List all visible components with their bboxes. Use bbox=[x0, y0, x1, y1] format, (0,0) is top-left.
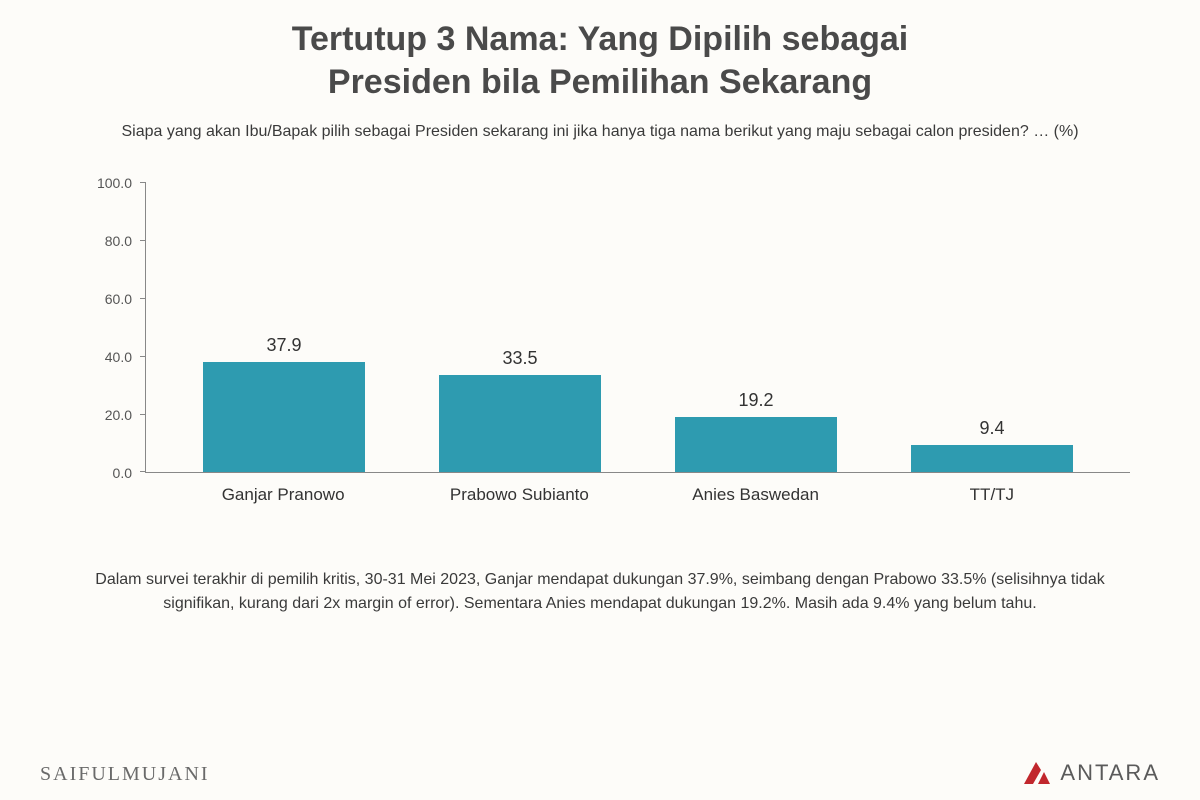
question-subtitle: Siapa yang akan Ibu/Bapak pilih sebagai … bbox=[0, 103, 1200, 143]
y-tick-label: 60.0 bbox=[105, 291, 132, 307]
page-title: Tertutup 3 Nama: Yang Dipilih sebagai Pr… bbox=[0, 0, 1200, 103]
bar bbox=[439, 375, 601, 472]
antara-logo-text: ANTARA bbox=[1060, 760, 1160, 786]
y-tick-label: 20.0 bbox=[105, 407, 132, 423]
y-axis: 0.020.040.060.080.0100.0 bbox=[90, 183, 140, 473]
y-tick-mark bbox=[140, 471, 146, 472]
title-line-2: Presiden bila Pemilihan Sekarang bbox=[328, 63, 872, 101]
plot-area: 37.9 33.5 19.2 9.4 bbox=[145, 183, 1130, 473]
bar-column: 19.2 bbox=[652, 390, 860, 473]
bar-value-label: 19.2 bbox=[738, 390, 773, 411]
bar-value-label: 33.5 bbox=[502, 348, 537, 369]
bar-value-label: 37.9 bbox=[266, 335, 301, 356]
x-axis-labels: Ganjar Pranowo Prabowo Subianto Anies Basw… bbox=[145, 477, 1130, 513]
x-category-label: Ganjar Pranowo bbox=[179, 477, 387, 513]
source-left: SAIFULMUJANI bbox=[40, 763, 210, 786]
y-tick-mark bbox=[140, 356, 146, 357]
y-tick-label: 100.0 bbox=[97, 175, 132, 191]
survey-footnote: Dalam survei terakhir di pemilih kritis,… bbox=[0, 513, 1200, 614]
bar-column: 37.9 bbox=[180, 335, 388, 472]
bar bbox=[203, 362, 365, 472]
x-category-label: TT/TJ bbox=[888, 477, 1096, 513]
source-right: ANTARA bbox=[1022, 760, 1160, 786]
y-tick-mark bbox=[140, 240, 146, 241]
bar-chart: 0.020.040.060.080.0100.0 37.933.519.29.4… bbox=[90, 183, 1140, 513]
y-tick-label: 80.0 bbox=[105, 233, 132, 249]
bar-value-label: 9.4 bbox=[979, 418, 1004, 439]
bars-container: 37.9 33.5 19.2 9.4 bbox=[146, 183, 1130, 472]
y-tick-mark bbox=[140, 182, 146, 183]
bar bbox=[675, 417, 837, 473]
bar-column: 9.4 bbox=[888, 418, 1096, 472]
y-tick-mark bbox=[140, 414, 146, 415]
y-tick-mark bbox=[140, 298, 146, 299]
y-tick-label: 0.0 bbox=[113, 465, 132, 481]
antara-logo-icon bbox=[1022, 760, 1052, 786]
bar bbox=[911, 445, 1073, 472]
x-category-label: Prabowo Subianto bbox=[415, 477, 623, 513]
title-line-1: Tertutup 3 Nama: Yang Dipilih sebagai bbox=[292, 20, 909, 58]
x-category-label: Anies Baswedan bbox=[652, 477, 860, 513]
bar-column: 33.5 bbox=[416, 348, 624, 472]
y-tick-label: 40.0 bbox=[105, 349, 132, 365]
